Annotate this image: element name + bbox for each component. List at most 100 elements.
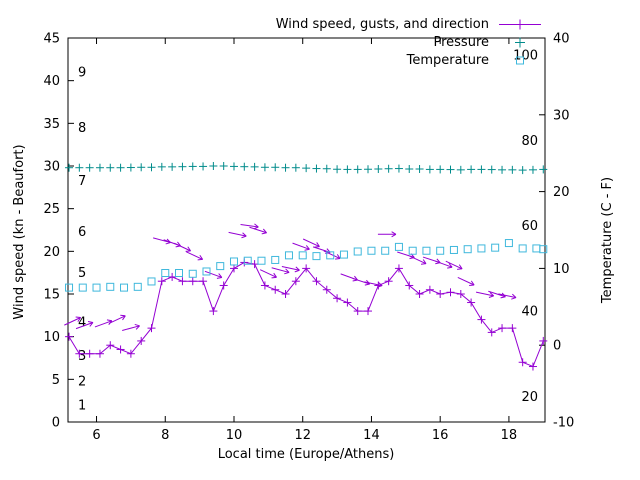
gust-arrow <box>241 235 247 239</box>
gust-arrow <box>364 281 383 287</box>
temperature-marker <box>381 246 390 255</box>
temperature-marker <box>539 245 548 254</box>
gust-arrow <box>488 295 494 298</box>
gust-arrow <box>391 231 397 235</box>
fahrenheit-label: 20 <box>521 390 538 405</box>
temperature-square-marker-icon <box>497 54 543 67</box>
beaufort-label: 3 <box>78 349 86 364</box>
gust-arrow <box>436 258 441 263</box>
x-tick-label: 12 <box>294 428 311 443</box>
x-axis-title: Local time (Europe/Athens) <box>217 447 395 462</box>
gust-arrow <box>177 241 181 247</box>
gust-arrow <box>77 317 82 322</box>
temperature-marker <box>188 269 197 278</box>
gust-arrow <box>448 263 453 268</box>
gust-arrow <box>305 245 310 250</box>
gust-arrow <box>197 258 203 261</box>
temperature-marker <box>367 246 376 255</box>
gust-arrow <box>87 321 94 323</box>
temperature-marker <box>271 255 280 264</box>
gust-arrow <box>135 325 140 330</box>
gust-arrow <box>122 325 140 331</box>
temperature-marker <box>147 277 156 286</box>
y-left-tick-label: 10 <box>43 330 60 345</box>
gust-arrow <box>447 266 453 269</box>
beaufort-label: 2 <box>78 375 86 390</box>
gust-arrow <box>420 263 427 265</box>
gust-arrow <box>94 320 113 328</box>
temperature-marker <box>133 282 142 291</box>
gust-arrow <box>409 255 427 265</box>
gust-arrow <box>284 271 290 275</box>
pressure-plus-marker-icon <box>497 36 543 49</box>
gust-arrow <box>302 238 320 248</box>
temperature-marker <box>243 256 252 265</box>
y-right-tick-label: 20 <box>553 185 570 200</box>
gust-arrow <box>512 293 517 298</box>
temperature-marker <box>326 251 335 260</box>
temperature-marker <box>532 244 541 253</box>
gust-arrow <box>120 314 126 317</box>
gust-arrow <box>152 237 171 244</box>
temperature-marker <box>353 247 362 256</box>
temperature-marker <box>408 246 417 255</box>
temperature-marker <box>78 283 87 292</box>
temperature-marker <box>504 239 513 248</box>
wind-line <box>68 261 544 368</box>
gust-arrow <box>488 290 506 298</box>
x-tick-label: 14 <box>363 428 380 443</box>
beaufort-label: 1 <box>78 398 86 413</box>
beaufort-label: 6 <box>78 225 86 240</box>
gust-arrow <box>75 322 94 330</box>
gust-arrow <box>377 285 383 288</box>
gust-arrow <box>314 246 320 248</box>
gust-arrow <box>335 258 341 260</box>
gust-arrow <box>316 242 320 247</box>
gust-arrow <box>294 269 300 273</box>
legend-label-wind: Wind speed, gusts, and direction <box>275 16 489 32</box>
temperature-marker <box>422 246 431 255</box>
beaufort-label: 5 <box>78 266 86 281</box>
y-left-tick-label: 25 <box>43 202 60 217</box>
temperature-marker <box>394 242 403 251</box>
x-tick-label: 6 <box>92 428 100 443</box>
y-right-tick-label: -10 <box>553 416 574 431</box>
gust-arrow <box>75 316 81 319</box>
gust-arrow <box>262 228 267 234</box>
gust-arrow <box>498 293 517 299</box>
fahrenheit-label: 80 <box>521 134 538 149</box>
y-right-tick-label: 10 <box>553 262 570 277</box>
temperature-marker <box>120 283 129 292</box>
temperature-marker <box>284 251 293 260</box>
legend-label-pressure: Pressure <box>433 34 489 50</box>
y-left-tick-label: 45 <box>43 32 60 47</box>
x-tick-label: 10 <box>226 428 243 443</box>
gust-arrow <box>457 276 475 286</box>
temperature-marker <box>463 245 472 254</box>
temperature-marker <box>491 243 500 252</box>
legend-item-wind: Wind speed, gusts, and direction <box>205 15 543 33</box>
temperature-marker <box>257 256 266 265</box>
fahrenheit-label: 60 <box>521 219 538 234</box>
y-left-tick-label: 35 <box>43 117 60 132</box>
gust-arrow <box>470 280 475 286</box>
legend-item-temperature: Temperature <box>205 51 543 69</box>
gust-arrow <box>285 268 290 273</box>
y-right-tick-label: 40 <box>553 32 570 47</box>
gust-arrow <box>271 267 290 273</box>
gust-arrow <box>273 272 277 278</box>
gust-arrow <box>216 276 222 279</box>
temperature-marker <box>92 283 101 292</box>
gust-arrow <box>108 315 126 324</box>
gust-arrow <box>174 242 191 252</box>
temperature-marker <box>449 245 458 254</box>
temperature-marker <box>312 252 321 261</box>
gust-arrow <box>249 226 267 234</box>
beaufort-label: 4 <box>78 316 86 331</box>
temperature-marker <box>339 250 348 259</box>
gust-arrow <box>89 322 94 327</box>
beaufort-label: 7 <box>78 174 86 189</box>
temperature-marker <box>518 244 527 253</box>
gust-arrow <box>240 223 259 228</box>
